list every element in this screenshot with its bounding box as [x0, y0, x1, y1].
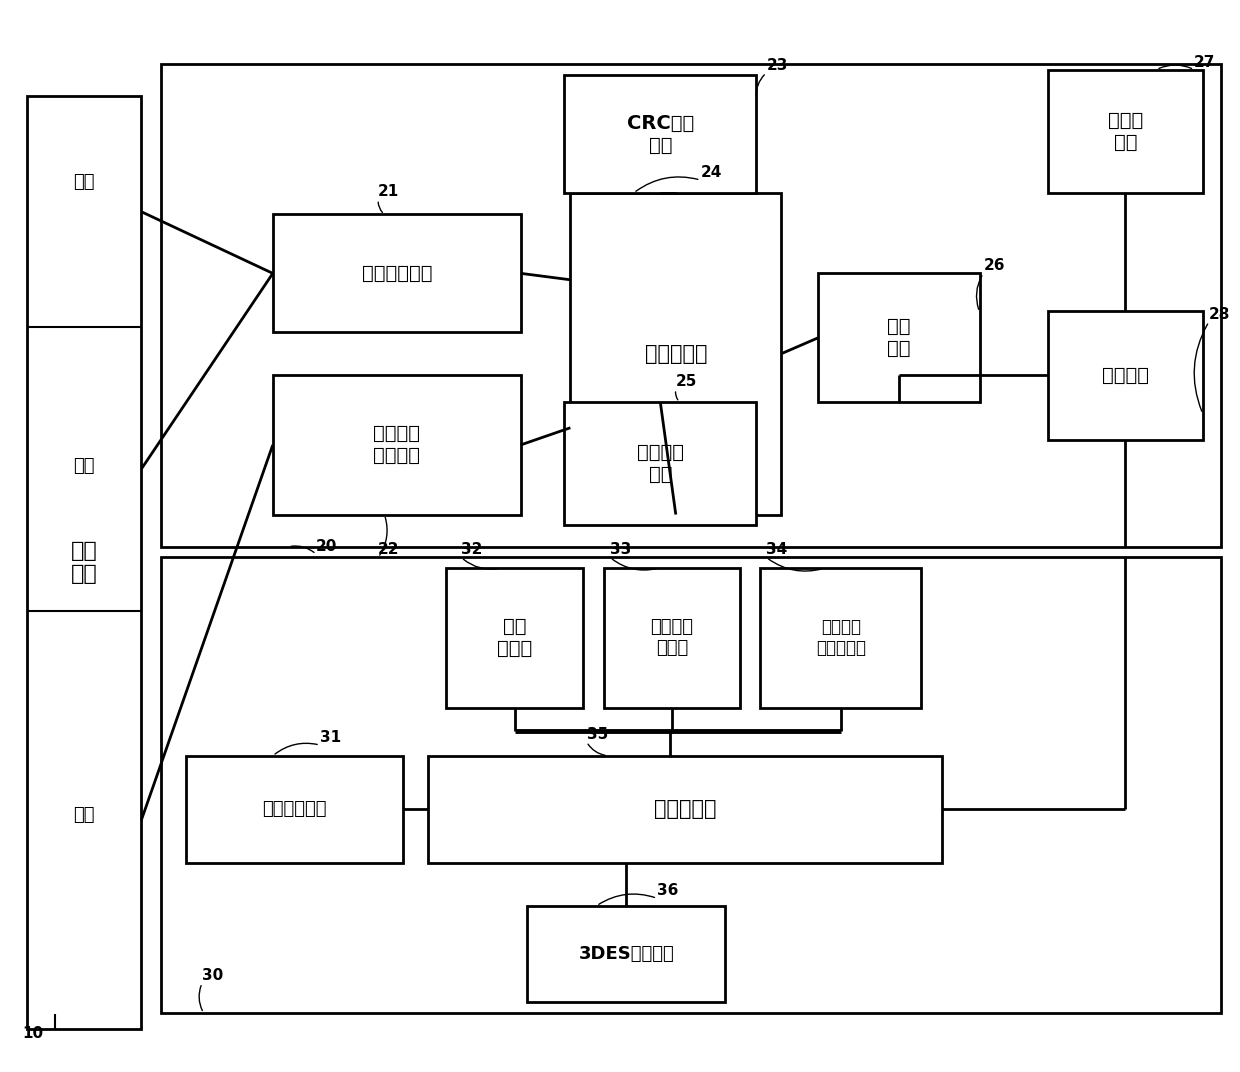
Text: 奇偶校验
单元: 奇偶校验 单元: [637, 443, 683, 485]
Text: 22: 22: [378, 542, 399, 557]
Text: 20: 20: [316, 539, 337, 554]
Text: 35: 35: [587, 727, 608, 742]
Text: 33: 33: [610, 542, 631, 557]
Text: 28: 28: [1209, 307, 1230, 322]
Bar: [27, 96, 141, 1029]
Text: 中央处理器: 中央处理器: [653, 800, 717, 819]
Bar: [1048, 70, 1203, 193]
Bar: [818, 273, 980, 402]
Text: 电可擦除
只读存储器: 电可擦除 只读存储器: [816, 619, 866, 657]
Text: 10: 10: [22, 1026, 43, 1041]
Text: 主状态机: 主状态机: [1102, 366, 1148, 385]
Bar: [570, 193, 781, 515]
Bar: [564, 402, 756, 525]
Bar: [446, 568, 583, 708]
Bar: [564, 75, 756, 193]
Text: 25: 25: [676, 374, 697, 389]
Bar: [186, 756, 403, 863]
Bar: [161, 64, 1221, 547]
Text: 30: 30: [202, 968, 223, 983]
Bar: [273, 214, 521, 332]
Text: 21: 21: [378, 184, 399, 199]
Text: 34: 34: [766, 542, 787, 557]
Bar: [604, 568, 740, 708]
Text: 26: 26: [983, 258, 1004, 273]
Bar: [1048, 311, 1203, 440]
Text: 数据: 数据: [73, 174, 95, 191]
Text: 31: 31: [320, 730, 341, 745]
Text: 米勒解调单元: 米勒解调单元: [362, 264, 432, 283]
Text: 随机数发生器: 随机数发生器: [262, 801, 327, 818]
Text: 23: 23: [766, 58, 787, 73]
Text: 映射
单元: 映射 单元: [888, 317, 910, 358]
Text: 24: 24: [701, 165, 722, 180]
Bar: [161, 557, 1221, 1013]
Text: 模拟
前端: 模拟 前端: [71, 541, 98, 584]
Text: 27: 27: [1194, 55, 1215, 70]
Text: 随机存取
存储器: 随机存取 存储器: [651, 619, 693, 657]
Text: 数据寄存器: 数据寄存器: [645, 344, 707, 363]
Bar: [428, 756, 942, 863]
Text: 32: 32: [461, 542, 482, 557]
Text: 只读
存储器: 只读 存储器: [497, 617, 532, 658]
Text: 时钟: 时钟: [73, 458, 95, 475]
Text: 防碰撞
单元: 防碰撞 单元: [1107, 110, 1143, 152]
Bar: [527, 906, 725, 1002]
Bar: [760, 568, 921, 708]
Text: 曼彻斯特
编码单元: 曼彻斯特 编码单元: [373, 425, 420, 465]
Text: 3DES协处理器: 3DES协处理器: [578, 946, 675, 963]
Bar: [273, 375, 521, 515]
Text: CRC校验
单元: CRC校验 单元: [626, 114, 694, 154]
Text: 能量: 能量: [73, 806, 95, 823]
Text: 36: 36: [657, 883, 678, 898]
